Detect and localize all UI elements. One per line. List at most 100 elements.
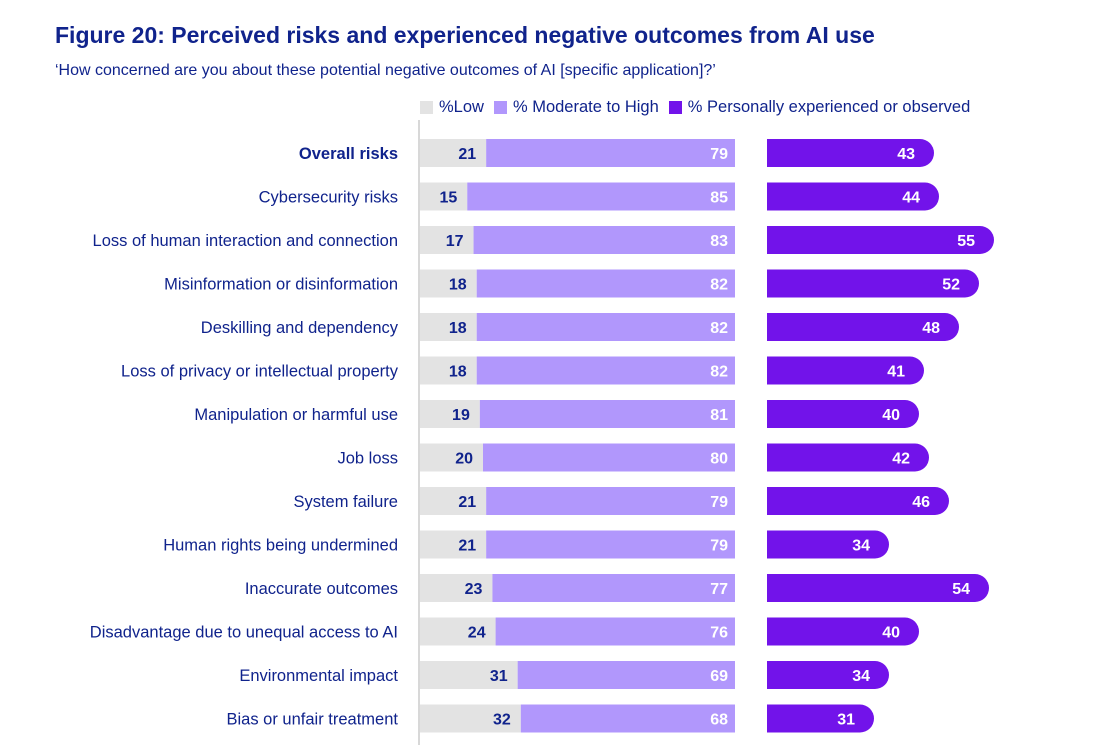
category-label: Loss of privacy or intellectual property bbox=[121, 363, 399, 381]
bar-low bbox=[420, 443, 483, 472]
category-label: Job loss bbox=[337, 450, 398, 468]
bar-experienced bbox=[767, 443, 930, 472]
bar-experienced bbox=[767, 139, 934, 167]
label-low: 24 bbox=[468, 625, 486, 642]
chart-subtitle: ‘How concerned are you about these poten… bbox=[55, 62, 716, 79]
label-moderate-high: 81 bbox=[710, 407, 728, 424]
legend: %Low % Moderate to High % Personally exp… bbox=[420, 98, 980, 117]
label-experienced: 40 bbox=[882, 407, 900, 424]
bar-experienced bbox=[767, 226, 994, 254]
bar-low bbox=[420, 269, 477, 298]
legend-swatch-moderate-high bbox=[493, 101, 507, 114]
chart-title: Figure 20: Perceived risks and experienc… bbox=[55, 22, 875, 48]
label-moderate-high: 79 bbox=[710, 146, 728, 163]
bar-low bbox=[420, 617, 496, 646]
label-experienced: 43 bbox=[897, 146, 915, 163]
bar-moderate-high bbox=[467, 182, 735, 211]
legend-item-experienced: % Personally experienced or observed bbox=[668, 98, 971, 117]
bar-moderate-high bbox=[476, 356, 735, 385]
label-moderate-high: 80 bbox=[710, 451, 728, 468]
label-experienced: 42 bbox=[892, 451, 910, 468]
label-low: 18 bbox=[449, 364, 467, 381]
legend-label-experienced: % Personally experienced or observed bbox=[687, 98, 971, 116]
category-label: Cybersecurity risks bbox=[259, 189, 398, 207]
label-moderate-high: 68 bbox=[710, 712, 728, 729]
bar-experienced bbox=[767, 617, 920, 646]
category-label: System failure bbox=[293, 493, 398, 511]
category-label: Disadvantage due to unequal access to AI bbox=[90, 624, 398, 642]
bar-moderate-high bbox=[520, 704, 735, 733]
bar-experienced bbox=[767, 704, 874, 733]
label-moderate-high: 82 bbox=[710, 277, 728, 294]
legend-label-low: %Low bbox=[439, 98, 484, 116]
category-label: Bias or unfair treatment bbox=[227, 711, 399, 729]
bar-low bbox=[420, 574, 493, 602]
category-label: Human rights being undermined bbox=[163, 537, 398, 555]
label-experienced: 31 bbox=[837, 712, 855, 729]
label-experienced: 54 bbox=[952, 581, 970, 598]
bar-moderate-high bbox=[479, 400, 735, 428]
label-moderate-high: 83 bbox=[710, 233, 728, 250]
bar-experienced bbox=[767, 182, 940, 211]
bar-moderate-high bbox=[486, 530, 735, 559]
label-low: 21 bbox=[458, 146, 476, 163]
category-label: Deskilling and dependency bbox=[201, 319, 399, 337]
bar-experienced bbox=[767, 574, 989, 602]
label-low: 19 bbox=[452, 407, 470, 424]
category-label: Manipulation or harmful use bbox=[194, 406, 398, 424]
bar-moderate-high bbox=[492, 574, 735, 602]
label-low: 18 bbox=[449, 320, 467, 337]
label-moderate-high: 85 bbox=[710, 190, 728, 207]
label-low: 18 bbox=[449, 277, 467, 294]
bar-low bbox=[420, 226, 474, 254]
legend-swatch-low bbox=[420, 101, 433, 114]
label-low: 15 bbox=[439, 190, 457, 207]
label-moderate-high: 79 bbox=[710, 494, 728, 511]
label-experienced: 34 bbox=[852, 538, 870, 555]
bar-moderate-high bbox=[495, 617, 735, 646]
label-low: 20 bbox=[455, 451, 473, 468]
label-experienced: 46 bbox=[912, 494, 930, 511]
label-experienced: 55 bbox=[957, 233, 975, 250]
label-low: 21 bbox=[458, 494, 476, 511]
label-experienced: 48 bbox=[922, 320, 940, 337]
label-experienced: 52 bbox=[942, 277, 960, 294]
legend-label-moderate-high: % Moderate to High bbox=[512, 98, 659, 116]
bar-low bbox=[420, 356, 477, 385]
category-label: Loss of human interaction and connection bbox=[93, 232, 398, 250]
bar-experienced bbox=[767, 530, 890, 559]
bar-experienced bbox=[767, 269, 979, 298]
bar-moderate-high bbox=[476, 313, 735, 341]
bar-experienced bbox=[767, 661, 889, 689]
label-low: 32 bbox=[493, 712, 511, 729]
bar-experienced bbox=[767, 313, 959, 341]
label-low: 21 bbox=[458, 538, 476, 555]
label-low: 17 bbox=[446, 233, 464, 250]
legend-item-moderate-high: % Moderate to High bbox=[493, 98, 659, 117]
bar-low bbox=[420, 661, 518, 689]
bar-experienced bbox=[767, 400, 919, 428]
bar-moderate-high bbox=[473, 226, 735, 254]
bar-moderate-high bbox=[476, 269, 735, 298]
label-moderate-high: 77 bbox=[710, 581, 728, 598]
bar-moderate-high bbox=[486, 139, 735, 167]
label-moderate-high: 76 bbox=[710, 625, 728, 642]
bar-low bbox=[420, 139, 487, 167]
bar-low bbox=[420, 400, 480, 428]
label-low: 31 bbox=[490, 668, 508, 685]
bar-moderate-high bbox=[486, 487, 735, 515]
category-label: Overall risks bbox=[299, 145, 398, 163]
label-moderate-high: 82 bbox=[710, 320, 728, 337]
bar-experienced bbox=[767, 487, 949, 515]
category-label: Inaccurate outcomes bbox=[245, 580, 398, 598]
label-moderate-high: 69 bbox=[710, 668, 728, 685]
label-experienced: 41 bbox=[887, 364, 905, 381]
bar-low bbox=[420, 530, 487, 559]
legend-swatch-experienced bbox=[668, 101, 682, 114]
label-low: 23 bbox=[465, 581, 483, 598]
category-label: Environmental impact bbox=[239, 667, 398, 685]
label-experienced: 40 bbox=[882, 625, 900, 642]
bar-low bbox=[420, 704, 521, 733]
bar-low bbox=[420, 487, 487, 515]
